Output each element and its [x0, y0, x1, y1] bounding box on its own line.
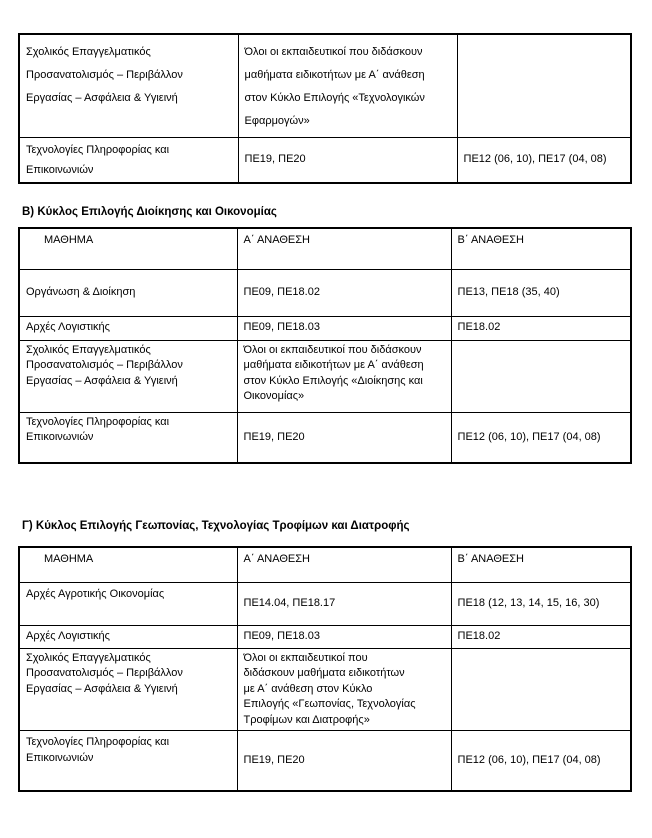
table-technology-cycle-continued: Σχολικός Επαγγελματικός Προσανατολισμός … — [18, 33, 632, 184]
cell-subject: Οργάνωση & Διοίκηση — [18, 268, 238, 317]
cell-subject: Τεχνολογίες Πληροφορίας και Επικοινωνιών — [18, 411, 238, 464]
table-row: Σχολικός Επαγγελματικός Προσανατολισμός … — [18, 339, 632, 413]
table-row: Τεχνολογίες Πληροφορίας και Επικοινωνιών… — [18, 730, 632, 791]
header-b-anathesi: Β΄ ΑΝΑΘΕΣΗ — [450, 546, 632, 583]
cell-a-assignment: ΠΕ09, ΠΕ18.02 — [236, 268, 452, 317]
cell-a-assignment: ΠΕ19, ΠΕ20 — [237, 136, 458, 183]
cell-b-assignment — [450, 647, 632, 731]
cell-subject: Αρχές Αγροτικής Οικονομίας — [18, 581, 238, 626]
cell-a-assignment: ΠΕ14.04, ΠΕ18.17 — [236, 581, 452, 626]
cell-a-assignment: ΠΕ19, ΠΕ20 — [236, 411, 452, 464]
table-row: Σχολικός Επαγγελματικός Προσανατολισμός … — [18, 33, 632, 138]
table-header-row: ΜΑΘΗΜΑ Α΄ ΑΝΑΘΕΣΗ Β΄ ΑΝΑΘΕΣΗ — [18, 546, 632, 583]
section-b-heading: Β) Κύκλος Επιλογής Διοίκησης και Οικονομ… — [22, 206, 277, 218]
table-row: Οργάνωση & Διοίκηση ΠΕ09, ΠΕ18.02 ΠΕ13, … — [18, 268, 632, 317]
header-a-anathesi: Α΄ ΑΝΑΘΕΣΗ — [236, 227, 452, 270]
cell-a-assignment: Όλοι οι εκπαιδευτικοί που διδάσκουν μαθή… — [236, 647, 452, 731]
section-b-table: ΜΑΘΗΜΑ Α΄ ΑΝΑΘΕΣΗ Β΄ ΑΝΑΘΕΣΗ Οργάνωση & … — [18, 227, 632, 464]
cell-b-assignment: ΠΕ13, ΠΕ18 (35, 40) — [450, 268, 632, 317]
header-a-anathesi: Α΄ ΑΝΑΘΕΣΗ — [236, 546, 452, 583]
cell-b-assignment: ΠΕ12 (06, 10), ΠΕ17 (04, 08) — [456, 136, 632, 183]
section-c-table: ΜΑΘΗΜΑ Α΄ ΑΝΑΘΕΣΗ Β΄ ΑΝΑΘΕΣΗ Αρχές Αγροτ… — [18, 546, 632, 792]
cell-subject: Αρχές Λογιστικής — [18, 315, 238, 341]
cell-subject: Τεχνολογίες Πληροφορίας και Επικοινωνιών — [18, 136, 239, 183]
cell-a-assignment: Όλοι οι εκπαιδευτικοί που διδάσκουν μαθή… — [236, 339, 452, 413]
cell-a-assignment: ΠΕ09, ΠΕ18.03 — [236, 624, 452, 649]
cell-b-assignment: ΠΕ18.02 — [450, 315, 632, 341]
cell-b-assignment — [450, 339, 632, 413]
table-row: Αρχές Λογιστικής ΠΕ09, ΠΕ18.03 ΠΕ18.02 — [18, 624, 632, 649]
cell-subject: Σχολικός Επαγγελματικός Προσανατολισμός … — [18, 647, 238, 731]
table-row: Σχολικός Επαγγελματικός Προσανατολισμός … — [18, 647, 632, 731]
cell-a-assignment: ΠΕ09, ΠΕ18.03 — [236, 315, 452, 341]
table-row: Τεχνολογίες Πληροφορίας και Επικοινωνιών… — [18, 411, 632, 464]
cell-b-assignment: ΠΕ18 (12, 13, 14, 15, 16, 30) — [450, 581, 632, 626]
cell-a-assignment: ΠΕ19, ΠΕ20 — [236, 730, 452, 791]
header-mathima: ΜΑΘΗΜΑ — [18, 546, 238, 583]
table-row: Αρχές Λογιστικής ΠΕ09, ΠΕ18.03 ΠΕ18.02 — [18, 315, 632, 341]
table-row: Τεχνολογίες Πληροφορίας και Επικοινωνιών… — [18, 136, 632, 183]
table-row: Αρχές Αγροτικής Οικονομίας ΠΕ14.04, ΠΕ18… — [18, 581, 632, 626]
cell-b-assignment: ΠΕ12 (06, 10), ΠΕ17 (04, 08) — [450, 730, 632, 791]
cell-subject: Αρχές Λογιστικής — [18, 624, 238, 649]
header-mathima: ΜΑΘΗΜΑ — [18, 227, 238, 270]
cell-a-assignment: Όλοι οι εκπαιδευτικοί που διδάσκουν μαθή… — [237, 33, 458, 138]
table-header-row: ΜΑΘΗΜΑ Α΄ ΑΝΑΘΕΣΗ Β΄ ΑΝΑΘΕΣΗ — [18, 227, 632, 270]
section-c-heading: Γ) Κύκλος Επιλογής Γεωπονίας, Τεχνολογία… — [22, 520, 410, 532]
cell-b-assignment — [456, 33, 632, 138]
cell-b-assignment: ΠΕ18.02 — [450, 624, 632, 649]
cell-subject: Σχολικός Επαγγελματικός Προσανατολισμός … — [18, 33, 239, 138]
cell-b-assignment: ΠΕ12 (06, 10), ΠΕ17 (04, 08) — [450, 411, 632, 464]
header-b-anathesi: Β΄ ΑΝΑΘΕΣΗ — [450, 227, 632, 270]
cell-subject: Τεχνολογίες Πληροφορίας και Επικοινωνιών — [18, 730, 238, 791]
cell-subject: Σχολικός Επαγγελματικός Προσανατολισμός … — [18, 339, 238, 413]
